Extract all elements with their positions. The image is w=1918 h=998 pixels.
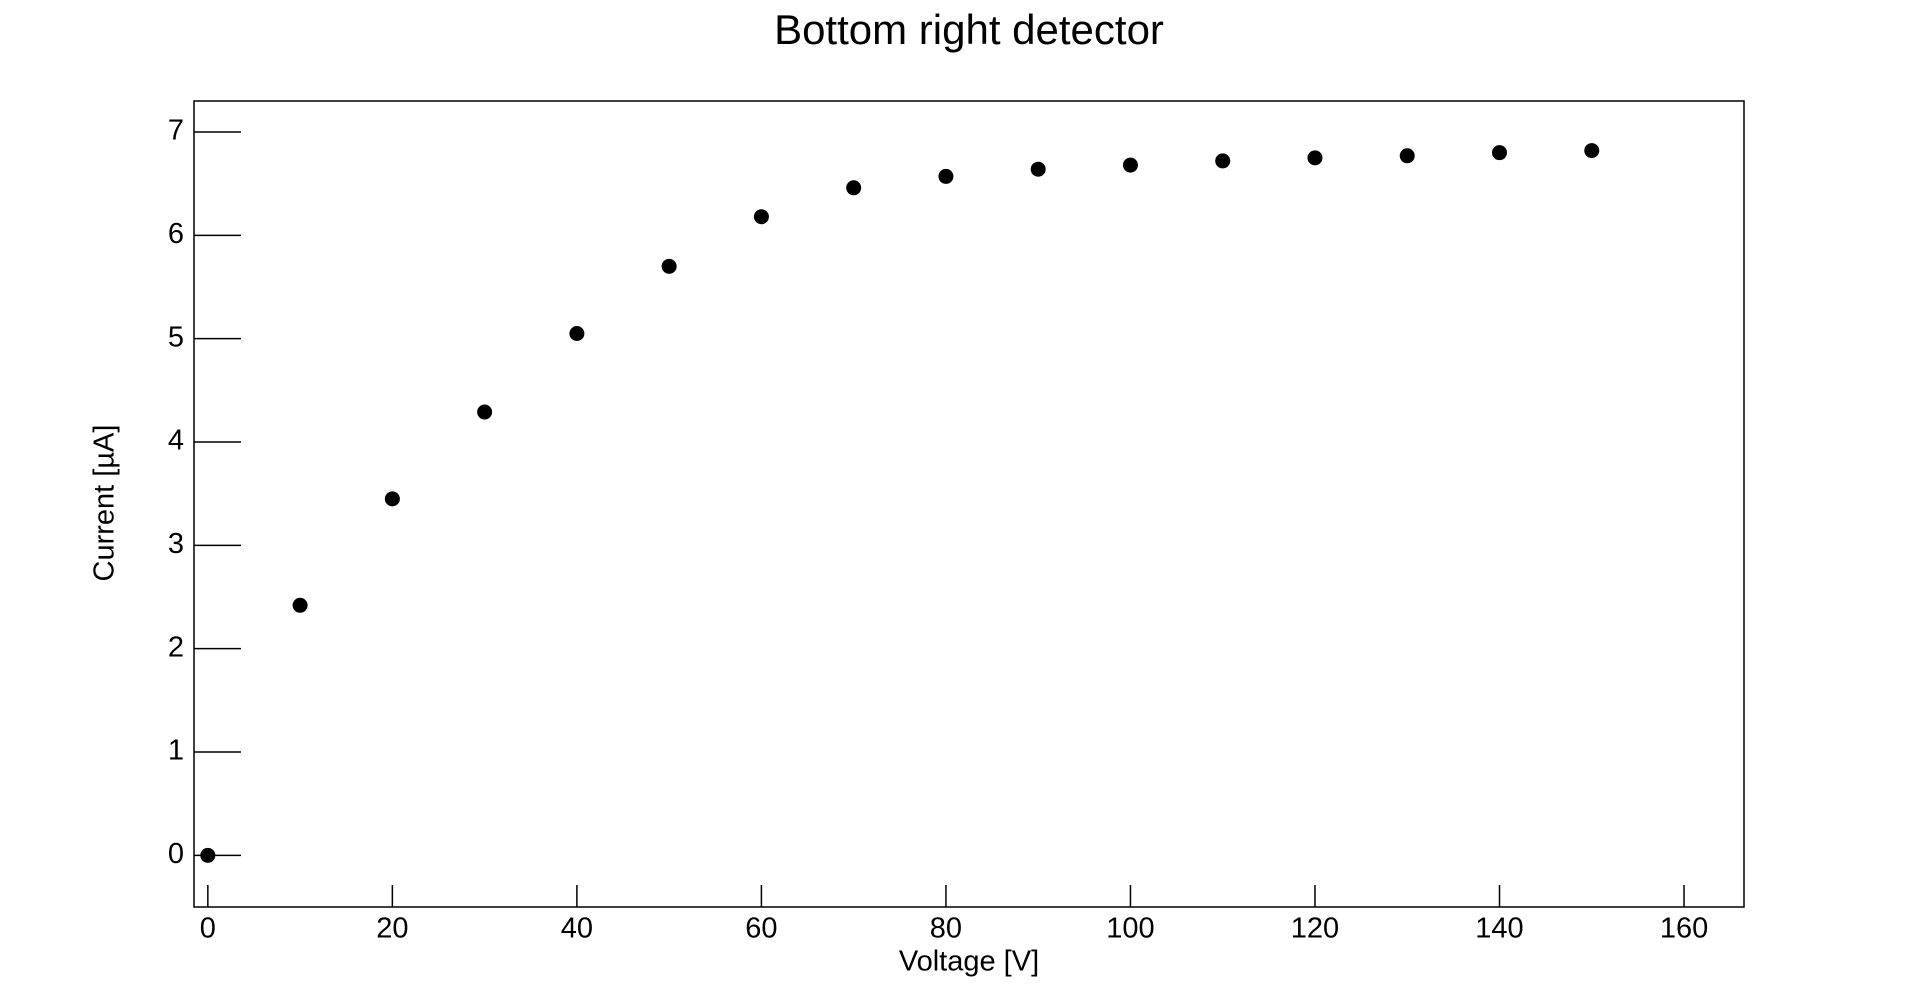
chart-title: Bottom right detector	[774, 6, 1164, 53]
data-point	[384, 491, 400, 507]
y-tick-label: 3	[168, 528, 184, 560]
data-point	[846, 180, 862, 196]
x-tick-label: 60	[745, 913, 777, 945]
x-tick-label: 120	[1291, 913, 1339, 945]
x-tick-label: 20	[376, 913, 408, 945]
data-point	[753, 209, 769, 225]
y-tick-label: 0	[168, 838, 184, 870]
data-point	[200, 847, 216, 863]
data-point	[1307, 150, 1323, 166]
data-point	[661, 258, 677, 274]
y-tick-label: 2	[168, 631, 184, 663]
x-tick-label: 160	[1660, 913, 1708, 945]
y-tick-label: 4	[168, 425, 184, 457]
y-tick-label: 1	[168, 735, 184, 767]
y-tick-label: 6	[168, 218, 184, 250]
data-point	[1584, 143, 1600, 159]
data-point	[1492, 145, 1508, 161]
data-point	[1399, 148, 1415, 164]
data-point	[938, 168, 954, 184]
x-tick-label: 80	[930, 913, 962, 945]
x-axis-title: Voltage [V]	[899, 946, 1039, 978]
data-point	[569, 326, 585, 341]
x-tick-label: 0	[200, 913, 216, 945]
data-point	[292, 597, 308, 613]
data-point	[477, 404, 493, 420]
x-tick-label: 100	[1106, 913, 1154, 945]
x-tick-label: 140	[1475, 913, 1523, 945]
data-point	[1122, 157, 1138, 173]
y-tick-label: 7	[168, 115, 184, 147]
data-point	[1030, 161, 1046, 177]
y-tick-label: 5	[168, 321, 184, 353]
x-tick-label: 40	[561, 913, 593, 945]
y-axis-title: Current [µA]	[89, 425, 121, 582]
plot-frame	[193, 100, 1745, 908]
data-point	[1215, 153, 1231, 169]
